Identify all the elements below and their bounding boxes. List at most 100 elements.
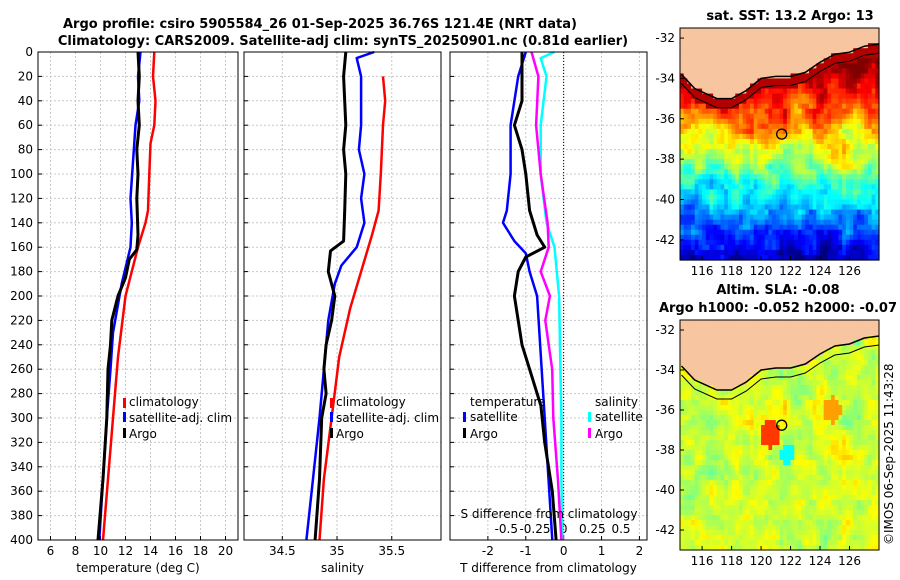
map-cell bbox=[746, 133, 751, 140]
map-cell bbox=[757, 430, 762, 436]
map-cell bbox=[694, 345, 700, 351]
map-cell bbox=[735, 113, 740, 120]
map-cell bbox=[805, 535, 810, 541]
map-cell bbox=[742, 128, 747, 135]
map-cell bbox=[797, 370, 803, 376]
map-cell bbox=[790, 430, 795, 436]
map-cell bbox=[849, 510, 854, 516]
map-cell bbox=[783, 320, 788, 326]
map-cell bbox=[768, 535, 773, 541]
map-cell bbox=[742, 355, 747, 361]
map-cell bbox=[742, 430, 747, 436]
map-cell bbox=[738, 43, 744, 49]
map-cell bbox=[724, 184, 729, 190]
map-cell bbox=[764, 370, 770, 376]
map-cell bbox=[727, 335, 733, 341]
map-cell bbox=[772, 149, 777, 155]
map-cell bbox=[742, 440, 747, 446]
map-cell bbox=[727, 415, 733, 421]
map-cell bbox=[705, 515, 711, 521]
difference-top-axis-label: S difference from climatology bbox=[461, 507, 638, 521]
map-cell bbox=[786, 540, 792, 546]
map-cell bbox=[705, 244, 711, 251]
plot-frame bbox=[243, 51, 442, 541]
map-cell bbox=[820, 199, 825, 206]
map-cell bbox=[691, 123, 696, 130]
map-cell bbox=[742, 83, 747, 90]
map-cell bbox=[805, 515, 810, 521]
map-cell bbox=[823, 540, 829, 546]
map-cell bbox=[764, 450, 770, 456]
map-cell bbox=[772, 520, 777, 526]
map-cell bbox=[808, 465, 814, 471]
map-cell bbox=[834, 495, 840, 501]
map-cell bbox=[720, 123, 725, 130]
map-cell bbox=[746, 78, 751, 85]
map-cell bbox=[845, 515, 851, 521]
map-cell bbox=[827, 510, 832, 516]
map-cell bbox=[687, 28, 692, 34]
map-cell bbox=[764, 415, 770, 421]
map-cell bbox=[753, 103, 758, 110]
map-cell bbox=[786, 78, 792, 85]
map-cell bbox=[808, 28, 814, 34]
map-cell bbox=[720, 350, 725, 356]
map-xtick-label: 116 bbox=[691, 264, 714, 278]
map-cell bbox=[764, 88, 770, 95]
ytick-label: 240 bbox=[10, 338, 33, 352]
map-cell bbox=[775, 93, 781, 100]
map-cell bbox=[691, 88, 696, 95]
map-cell bbox=[735, 229, 740, 236]
map-cell bbox=[783, 420, 788, 426]
map-cell bbox=[687, 340, 692, 346]
map-cell bbox=[731, 490, 736, 496]
map-cell bbox=[720, 450, 725, 456]
map-cell bbox=[691, 154, 696, 160]
map-cell bbox=[742, 525, 747, 531]
map-cell bbox=[761, 164, 766, 170]
map-cell bbox=[753, 68, 758, 74]
map-cell bbox=[709, 410, 714, 416]
map-cell bbox=[735, 445, 740, 451]
legend-swatch-t-argo bbox=[463, 428, 466, 438]
map-cell bbox=[834, 325, 840, 331]
map-cell bbox=[849, 194, 854, 201]
map-cell bbox=[768, 330, 773, 336]
map-cell bbox=[779, 88, 784, 95]
map-cell bbox=[724, 400, 729, 406]
map-cell bbox=[761, 214, 766, 221]
map-cell bbox=[794, 515, 799, 521]
map-cell bbox=[698, 219, 703, 226]
map-cell bbox=[761, 48, 766, 54]
map-cell bbox=[823, 244, 829, 251]
map-cell bbox=[794, 400, 799, 406]
map-cell bbox=[808, 480, 814, 486]
map-cell bbox=[735, 495, 740, 501]
map-cell bbox=[757, 88, 762, 95]
map-cell bbox=[860, 43, 865, 49]
map-cell bbox=[720, 490, 725, 496]
map-cell bbox=[853, 330, 858, 336]
map-cell bbox=[705, 460, 711, 466]
map-cell bbox=[694, 199, 700, 206]
map-cell bbox=[820, 38, 825, 44]
map-cell bbox=[867, 184, 873, 190]
map-cell bbox=[698, 475, 703, 481]
map-cell bbox=[738, 420, 744, 426]
map-cell bbox=[735, 108, 740, 115]
map-cell bbox=[683, 78, 688, 85]
map-cell bbox=[750, 500, 755, 506]
map-cell bbox=[716, 465, 722, 471]
map-cell bbox=[838, 350, 843, 356]
map-cell bbox=[812, 108, 817, 115]
map-cell bbox=[698, 430, 703, 436]
map-cell bbox=[867, 138, 873, 145]
map-cell bbox=[864, 189, 869, 196]
map-cell bbox=[834, 395, 840, 401]
map-cell bbox=[683, 490, 688, 496]
map-cell bbox=[687, 113, 692, 120]
map-cell bbox=[735, 385, 740, 391]
map-cell bbox=[812, 435, 817, 441]
map-cell bbox=[691, 500, 696, 506]
map-cell bbox=[816, 375, 821, 381]
